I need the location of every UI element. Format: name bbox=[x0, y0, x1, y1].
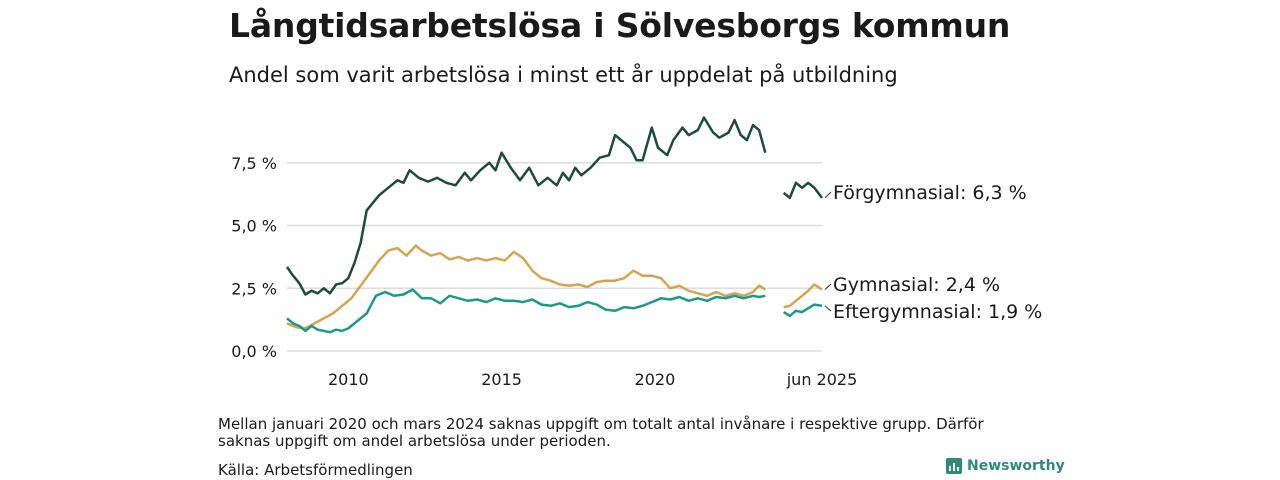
series-labels: Förgymnasial: 6,3 % Gymnasial: 2,4 % Efter… bbox=[824, 182, 1042, 323]
bar-chart-icon bbox=[946, 458, 962, 474]
y-tick-label: 5,0 % bbox=[231, 217, 277, 236]
y-tick-label: 0,0 % bbox=[231, 342, 277, 361]
chart-title: Långtidsarbetslösa i Sölvesborgs kommun bbox=[229, 6, 1011, 45]
series-line-gymnasial bbox=[783, 283, 823, 309]
line-chart: 0,0 % 2,5 % 5,0 % 7,5 % 2010 2015 2020 jun 202… bbox=[231, 116, 1042, 389]
label-leader bbox=[824, 191, 832, 199]
y-tick-label: 2,5 % bbox=[231, 279, 277, 298]
series-line-gymnasial bbox=[286, 244, 766, 330]
brand-name: Newsworthy bbox=[967, 458, 1065, 474]
series-label: Eftergymnasial: 1,9 % bbox=[833, 301, 1042, 323]
label-leader bbox=[824, 305, 832, 312]
series-line-förgymnasial bbox=[782, 181, 823, 200]
x-tick-label: 2020 bbox=[635, 370, 676, 389]
x-tick-label: jun 2025 bbox=[786, 370, 858, 389]
series-line-förgymnasial bbox=[285, 116, 767, 296]
series-lines bbox=[285, 116, 823, 334]
series-line-eftergymnasial bbox=[286, 288, 766, 334]
y-axis: 0,0 % 2,5 % 5,0 % 7,5 % bbox=[231, 154, 277, 361]
source-text: Källa: Arbetsförmedlingen bbox=[218, 461, 413, 479]
x-tick-label: 2015 bbox=[481, 370, 522, 389]
series-label: Gymnasial: 2,4 % bbox=[833, 274, 1000, 296]
brand-logo: Newsworthy bbox=[946, 458, 1065, 474]
x-axis: 2010 2015 2020 jun 2025 bbox=[328, 370, 857, 389]
label-leader bbox=[824, 283, 832, 290]
grid-lines bbox=[287, 162, 822, 352]
series-line-eftergymnasial bbox=[783, 303, 823, 318]
footnote: Mellan januari 2020 och mars 2024 saknas… bbox=[218, 415, 984, 450]
series-label: Förgymnasial: 6,3 % bbox=[833, 182, 1027, 204]
chart-subtitle: Andel som varit arbetslösa i minst ett å… bbox=[229, 63, 898, 87]
x-tick-label: 2010 bbox=[328, 370, 369, 389]
y-tick-label: 7,5 % bbox=[231, 154, 277, 173]
